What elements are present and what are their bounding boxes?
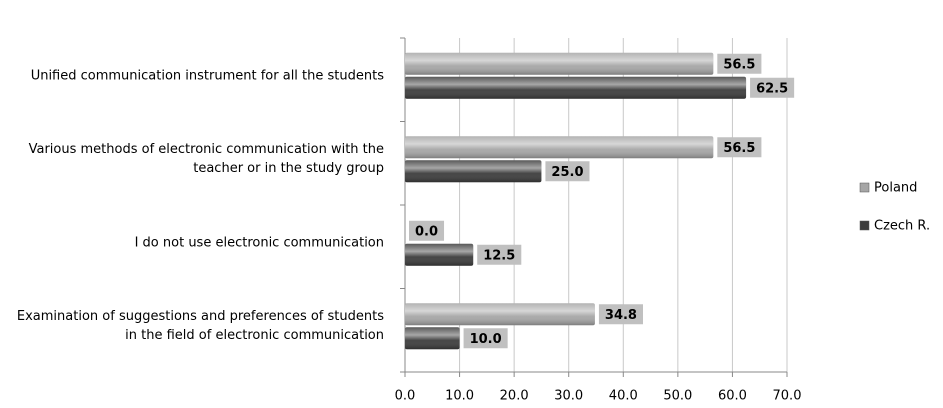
- bar-shine: [405, 76, 747, 99]
- x-tick-label: 70.0: [773, 389, 802, 404]
- bar-group: [405, 52, 714, 75]
- bar-group: [405, 303, 595, 326]
- value-label-box: [477, 244, 522, 265]
- category-label: Various methods of electronic communicat…: [28, 142, 384, 177]
- legend-label: Czech R.: [874, 219, 930, 234]
- value-label-box: [598, 304, 643, 325]
- bar-shine: [405, 243, 474, 266]
- value-label-box: [717, 137, 762, 158]
- value-label-box: [750, 77, 795, 98]
- bar-shine: [405, 160, 542, 183]
- legend-swatch: [859, 220, 870, 231]
- value-label: 56.5: [723, 57, 755, 72]
- value-label-box: [545, 161, 590, 182]
- x-tick-label: 10.0: [445, 389, 474, 404]
- bar-shine: [405, 52, 714, 75]
- value-label: 56.5: [723, 141, 755, 156]
- value-label: 0.0: [415, 224, 438, 239]
- bar-group: [405, 136, 714, 159]
- bar-group: [405, 327, 460, 350]
- bar-group: [405, 76, 747, 99]
- bar-group: [405, 160, 542, 183]
- value-label-box: [717, 53, 762, 74]
- value-label-box: [409, 220, 445, 241]
- x-tick-label: 40.0: [609, 389, 638, 404]
- value-label-box: [463, 328, 508, 349]
- x-tick-label: 20.0: [500, 389, 529, 404]
- legend-label: Poland: [874, 181, 917, 196]
- category-label: Examination of suggestions and preferenc…: [16, 309, 384, 344]
- x-tick-label: 0.0: [395, 389, 416, 404]
- value-label: 12.5: [483, 248, 515, 263]
- category-label: I do not use electronic communication: [134, 235, 384, 251]
- x-tick-label: 30.0: [554, 389, 583, 404]
- value-label: 34.8: [605, 308, 637, 323]
- value-label: 62.5: [756, 81, 788, 96]
- legend-swatch: [859, 182, 870, 193]
- value-label: 10.0: [470, 332, 502, 347]
- category-label: Unified communication instrument for all…: [30, 68, 384, 84]
- bar-group: [405, 243, 474, 266]
- bar-shine: [405, 136, 714, 159]
- bar-shine: [405, 327, 460, 350]
- x-tick-label: 60.0: [718, 389, 747, 404]
- bar-shine: [405, 303, 595, 326]
- x-tick-label: 50.0: [663, 389, 692, 404]
- value-label: 25.0: [551, 165, 583, 180]
